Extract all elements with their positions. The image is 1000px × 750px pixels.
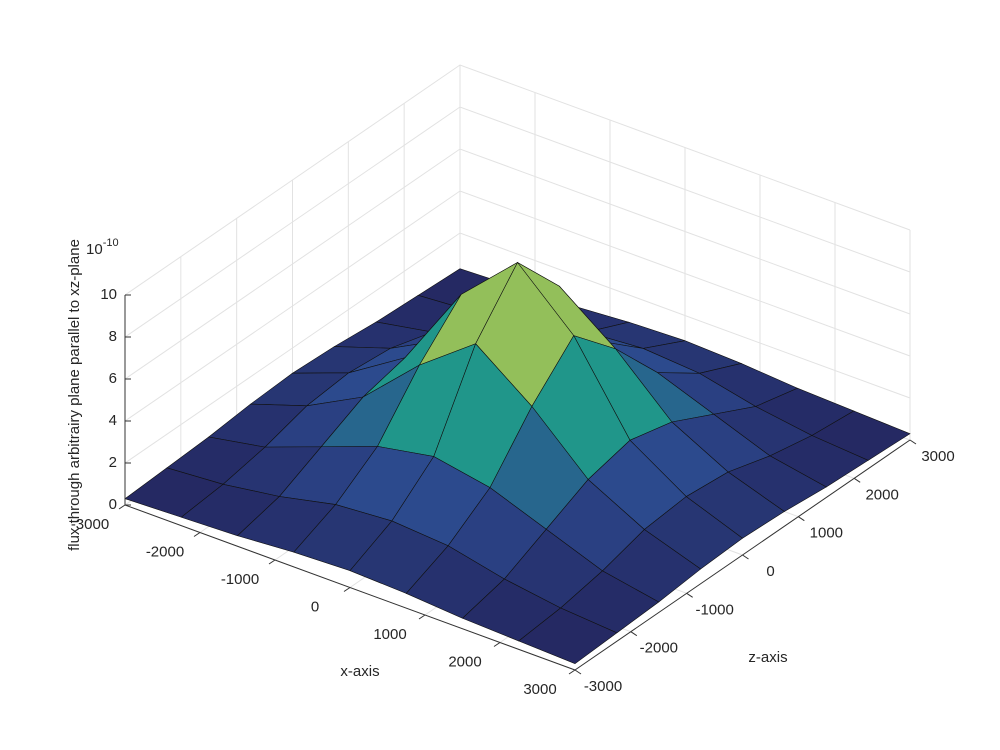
exponent-power: -10 (103, 237, 119, 249)
z-tick-label: 0 (766, 563, 774, 580)
v-tick-label: 10 (100, 286, 117, 303)
x-tick (118, 504, 126, 510)
exponent: 10-10 (86, 237, 119, 258)
z-tick-label: 2000 (865, 486, 898, 503)
v-tick-label: 6 (109, 370, 117, 387)
grid-line (124, 64, 911, 296)
z-axis-label: z-axis (748, 649, 787, 666)
z-tick (853, 477, 861, 483)
v-axis-label: flux through arbitrairy plane parallel t… (66, 239, 83, 551)
z-tick (742, 554, 749, 560)
v-tick-label: 4 (109, 412, 117, 429)
z-tick (630, 631, 638, 637)
x-tick (343, 587, 351, 592)
z-tick-label: -1000 (695, 601, 733, 618)
z-tick-label: -3000 (584, 678, 622, 695)
surface-cell (518, 607, 618, 665)
x-tick-label: -1000 (221, 571, 259, 588)
x-tick-label: -3000 (71, 516, 109, 533)
x-tick (568, 669, 576, 675)
x-tick (268, 559, 276, 565)
z-tick (574, 669, 582, 675)
x-tick (493, 642, 501, 647)
v-tick-label: 0 (109, 496, 117, 513)
x-tick-label: 2000 (448, 653, 481, 670)
x-tick-label: -2000 (146, 543, 184, 560)
v-tick-label: 2 (109, 454, 117, 471)
exponent-base: 10 (86, 241, 103, 258)
z-tick (798, 516, 805, 522)
x-axis-label: x-axis (340, 663, 379, 680)
z-tick-label: 3000 (921, 448, 954, 465)
x-tick-label: 0 (311, 598, 319, 615)
z-tick (909, 439, 917, 445)
z-tick (686, 592, 693, 598)
z-tick-label: 1000 (810, 525, 843, 542)
x-tick-label: 3000 (523, 681, 556, 698)
z-tick-label: -2000 (640, 640, 678, 657)
v-tick-label: 8 (109, 328, 117, 345)
x-tick-label: 1000 (373, 626, 406, 643)
x-tick (418, 614, 426, 620)
x-tick (193, 532, 201, 537)
